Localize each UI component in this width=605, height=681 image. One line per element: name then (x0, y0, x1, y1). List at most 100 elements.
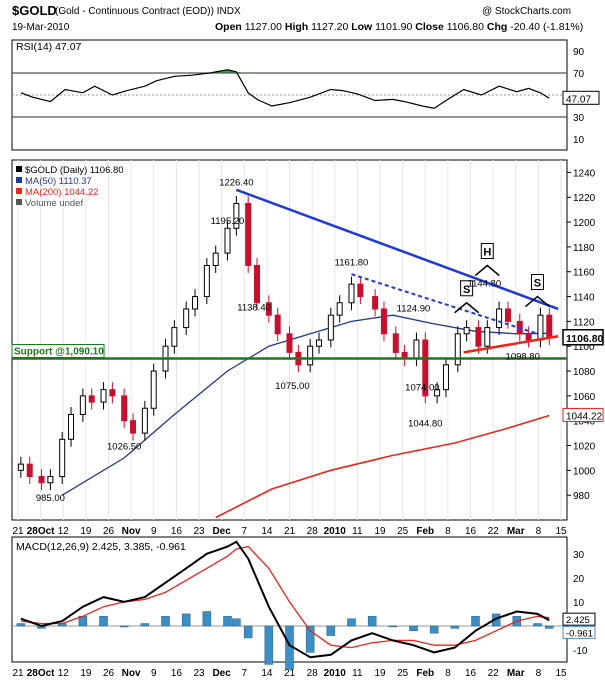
left-shoulder-label-box (460, 280, 474, 297)
price-candle-body (357, 283, 364, 298)
macd-last-value: -0.961 (566, 628, 593, 639)
macd-histogram-bar (202, 611, 212, 627)
price-x-tick-label: Dec (212, 526, 231, 537)
macd-histogram-bar (99, 616, 108, 627)
price-candle-body (88, 395, 95, 403)
high-value: 1127.20 (311, 21, 349, 33)
macd-histogram-bar (243, 625, 253, 639)
price-candle-body (171, 327, 178, 347)
head-label-box (480, 243, 494, 260)
price-x-tick-label: 19 (374, 526, 386, 537)
symbol-title: $GOLD (12, 3, 57, 18)
price-tick-label: 1020 (573, 442, 596, 453)
price-tick-label: 980 (573, 491, 590, 502)
macd-last-box (562, 612, 596, 626)
price-legend-swatch (16, 188, 22, 194)
price-candle-body (454, 333, 461, 366)
macd-last-value: 2.425 (566, 615, 590, 626)
price-annotation-label: 1144.80 (468, 279, 502, 290)
price-candle-body (59, 438, 66, 478)
last-price-box (562, 329, 604, 346)
price-x-tick-label: 23 (193, 526, 205, 537)
chg-value: -20.40 (510, 21, 541, 33)
macd-last-box (562, 625, 596, 639)
macd-tick-label: 10 (573, 598, 585, 609)
rsi-tick-label: 30 (573, 113, 585, 124)
support-label: Support @1,090.10 (14, 346, 104, 357)
open-value: 1127.00 (244, 21, 282, 33)
macd-histogram-bar (471, 616, 480, 627)
macd-histogram-bar (347, 618, 356, 627)
high-label: High (284, 21, 309, 33)
ohlc-line: Open 1127.00 High 1127.20 Low 1101.90 Cl… (215, 21, 583, 33)
macd-histogram-bar (367, 616, 377, 627)
macd-histogram-bar (533, 623, 542, 627)
price-candle-body (336, 302, 343, 316)
price-x-tick-label: 8 (445, 526, 451, 537)
macd-x-tick-label: 7 (241, 668, 247, 679)
macd-histogram-bar (119, 625, 129, 628)
macd-x-tick-label: 23 (193, 668, 205, 679)
macd-histogram-bar (264, 625, 274, 665)
price-annotation-label: 1044.80 (408, 419, 442, 430)
price-candle-body (434, 389, 441, 397)
price-candle-body (203, 265, 210, 298)
price-candle-body (141, 407, 148, 434)
price-legend-entry: $GOLD (Daily) 1106.80 (25, 165, 124, 176)
left-shoulder-label-marker (454, 301, 480, 314)
macd-histogram-bar (161, 616, 170, 627)
price-candle-body (79, 395, 86, 415)
price-x-tick-label: Feb (416, 526, 434, 537)
price-x-tick-label: 11 (352, 526, 363, 537)
price-candle-body (422, 339, 429, 397)
right-shoulder-label: S (534, 278, 541, 290)
price-x-tick-label: 16 (171, 526, 183, 537)
price-x-tick-label: 7 (241, 526, 247, 537)
price-candle-body (525, 333, 532, 341)
price-candle-body (316, 339, 323, 347)
watermark: @ StockCharts.com (482, 6, 572, 17)
price-candle-body (121, 395, 128, 422)
macd-x-tick-label: Feb (416, 668, 434, 679)
price-legend-entry: Volume undef (25, 198, 83, 209)
price-candle-body (348, 283, 355, 304)
price-candle-body (392, 333, 399, 353)
price-candle-body (537, 314, 544, 341)
price-candle-body (463, 327, 470, 335)
macd-histogram-bar (232, 618, 241, 627)
support-label-box (11, 343, 105, 358)
macd-x-tick-label: 22 (488, 668, 500, 679)
price-candle-body (212, 252, 219, 267)
ma200-last-box (562, 407, 604, 422)
price-tick-label: 1140 (573, 293, 595, 304)
macd-histogram-bar (181, 613, 191, 627)
macd-x-tick-label: 16 (171, 668, 183, 679)
head-label-marker (474, 264, 500, 277)
price-candle-body (68, 413, 75, 440)
price-x-tick-label: 28Oct (27, 526, 55, 537)
macd-histogram-bar (140, 623, 150, 627)
price-candle-body (442, 364, 449, 391)
price-annotation-label: 1098.80 (506, 352, 540, 363)
macd-histogram-bar (450, 625, 460, 629)
price-x-tick-label: 9 (151, 526, 157, 537)
macd-histogram-bar (409, 625, 418, 632)
price-candle-body (372, 296, 379, 310)
price-annotation-label: 1124.90 (397, 303, 431, 314)
macd-x-tick-label: 8 (536, 668, 542, 679)
right-shoulder-label-marker (524, 295, 550, 308)
price-candle-body (380, 308, 387, 335)
rsi-last-value: 47.07 (566, 94, 591, 105)
secondary-trend-line (351, 273, 538, 335)
price-legend-swatch (16, 166, 22, 172)
price-candle-body (327, 314, 334, 341)
rsi-tick-label: 90 (573, 47, 585, 58)
price-tick-label: 1080 (573, 367, 596, 378)
price-tick-label: 1180 (573, 243, 595, 254)
price-tick-label: 1000 (573, 466, 596, 477)
price-candle-body (484, 327, 491, 347)
price-annotation-label: 1074.00 (405, 382, 439, 393)
price-tick-label: 1220 (573, 193, 596, 204)
price-candle-body (307, 345, 314, 366)
main-downtrend-line (235, 188, 559, 311)
